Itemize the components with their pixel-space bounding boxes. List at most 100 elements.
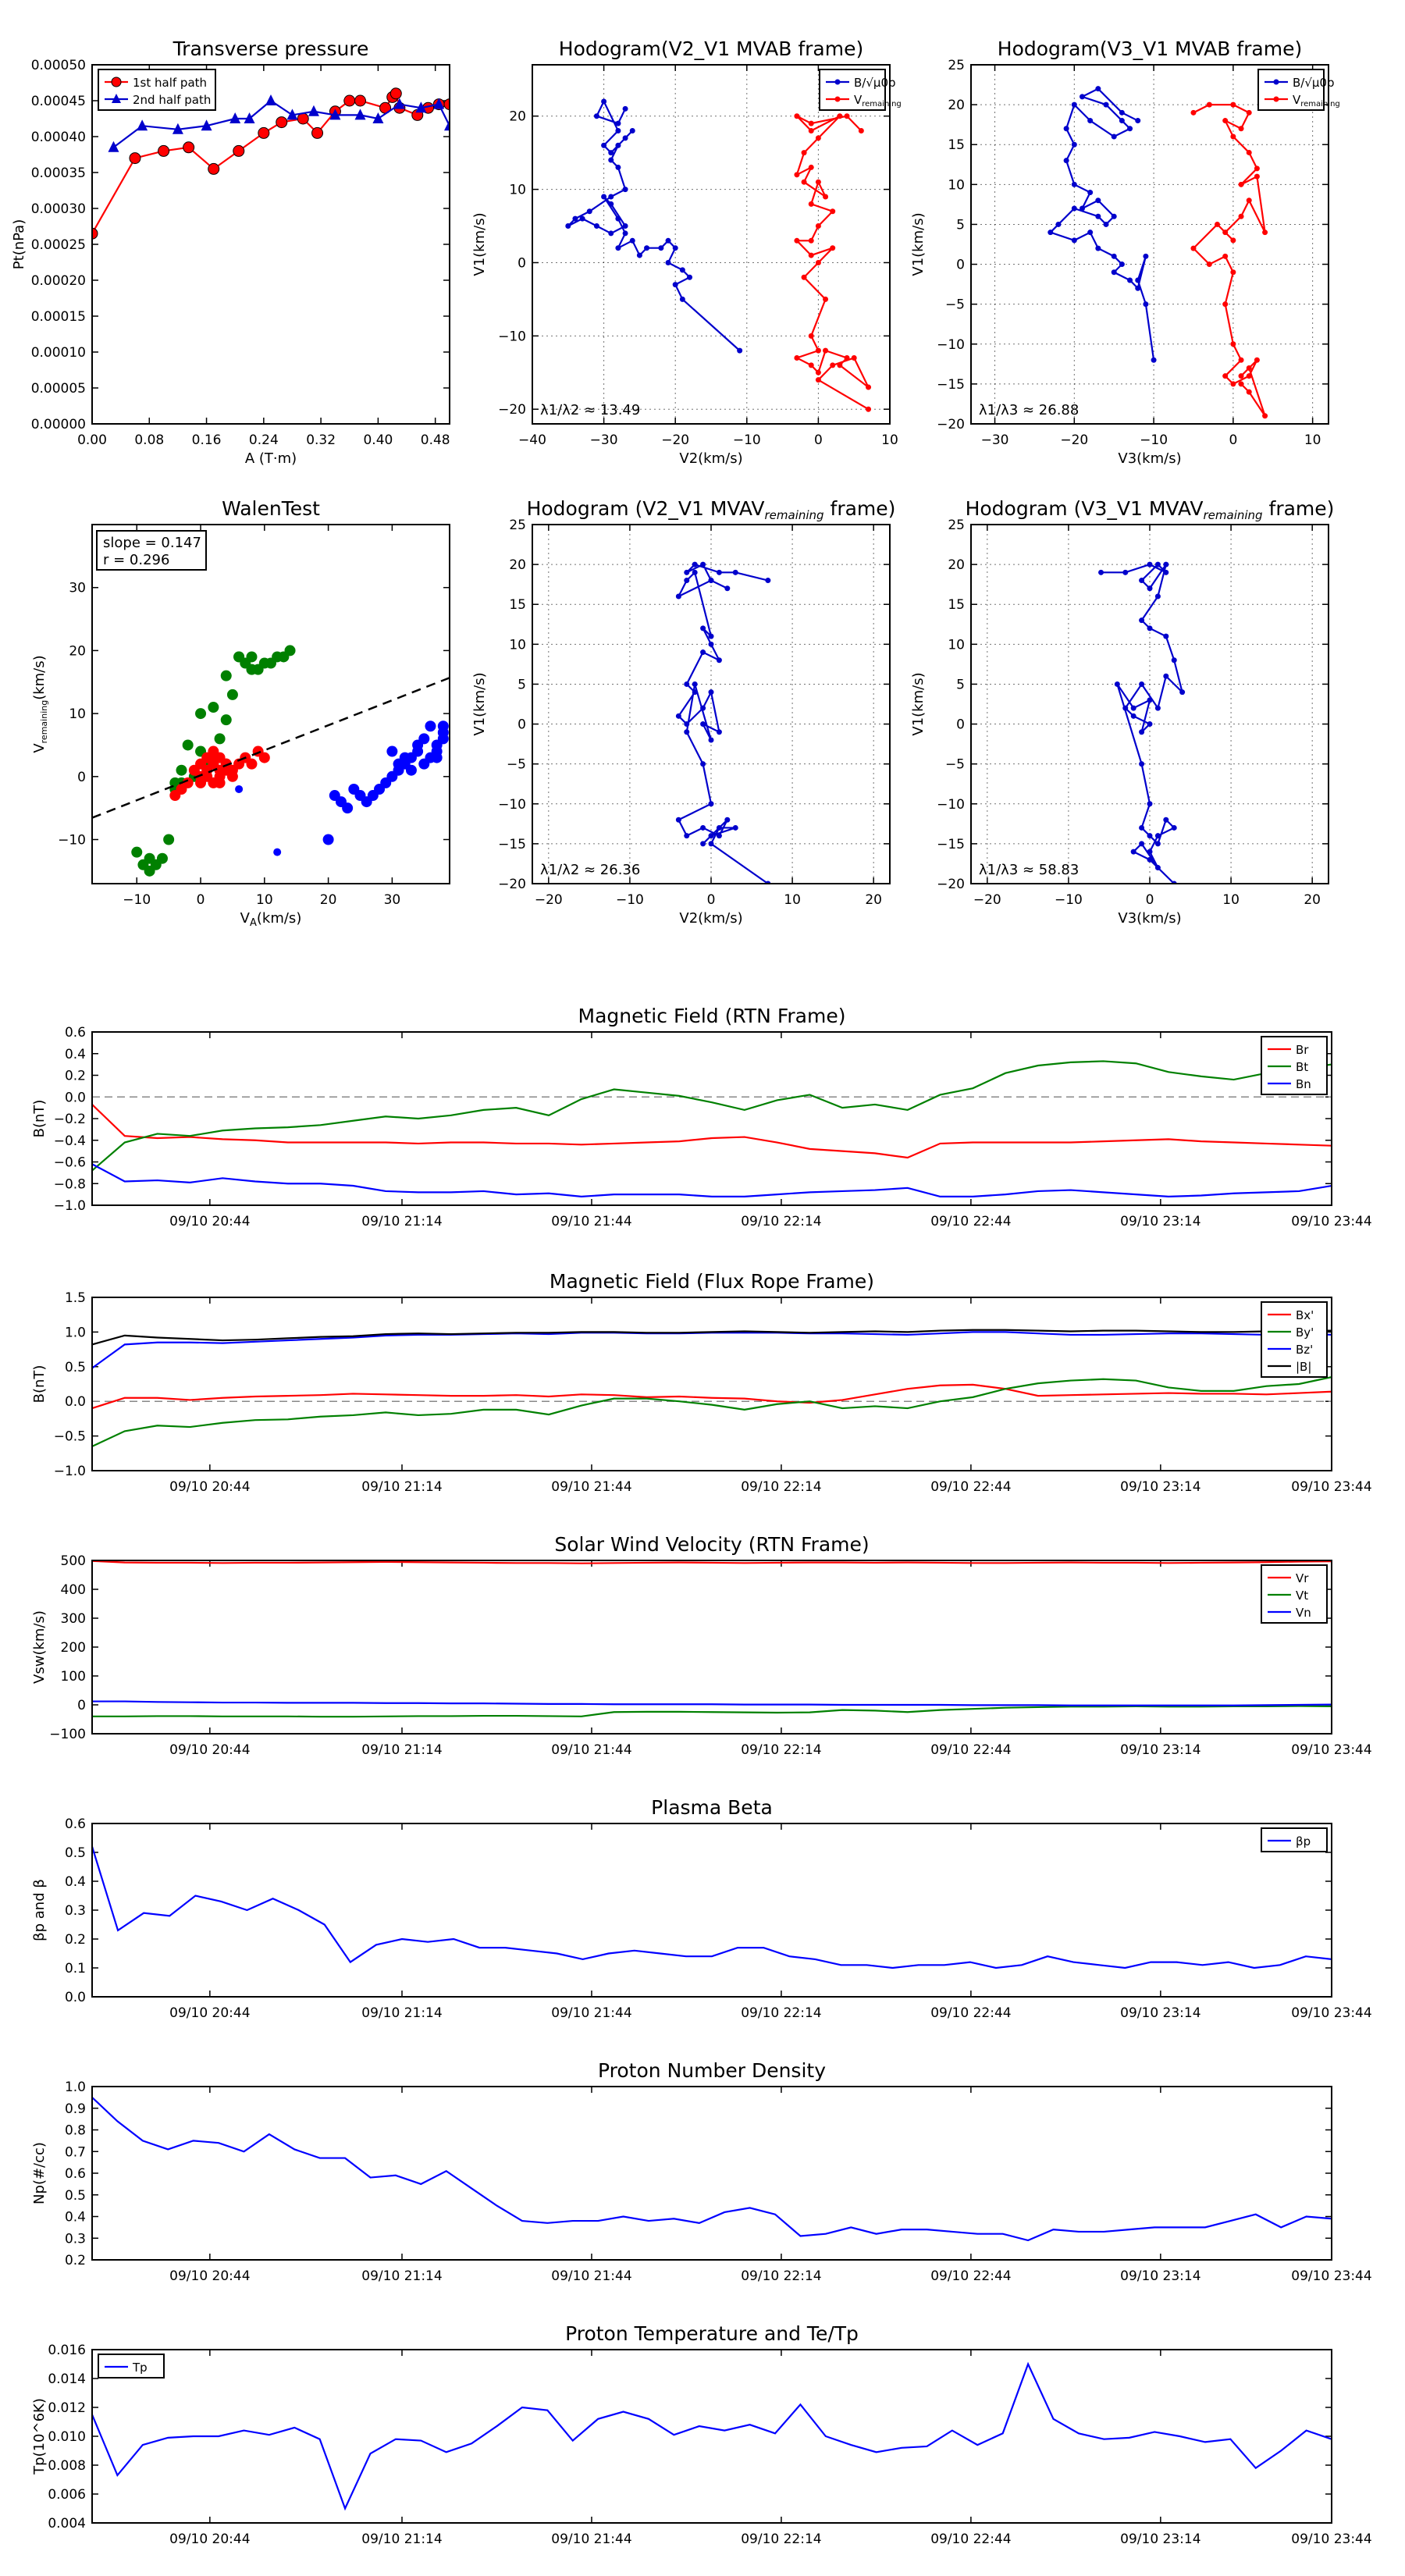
x-tick-label: 20 [865,892,882,908]
legend-marker [1273,79,1279,85]
x-tick-label: 09/10 23:14 [1120,1479,1200,1495]
data-point [1171,657,1177,664]
x-tick-label: 0 [197,892,205,908]
data-point [708,633,714,639]
x-tick-label: −20 [661,432,689,448]
data-point [794,237,800,244]
data-point [608,201,614,207]
chart-title: Hodogram (V3_V1 MVAVremaining frame) [966,497,1335,522]
legend-box [819,69,886,111]
plot-frame [91,64,450,425]
y-tick-label: 0.5 [65,1360,86,1375]
y-tick-label: 0.8 [65,2123,86,2139]
data-point [801,150,807,156]
data-point [724,585,731,592]
y-tick-label: 1.0 [65,2080,86,2095]
data-point [258,126,270,139]
x-tick-label: 09/10 23:44 [1291,1742,1371,1758]
plot-frame [970,64,1329,425]
data-point [1147,801,1153,807]
data-point [1063,126,1069,132]
chart-h3: Hodogram (V2_V1 MVAVremaining frame)−20−… [471,497,895,927]
data-point [1222,229,1229,236]
data-point [265,94,276,105]
data-point [1111,253,1117,259]
data-point [808,252,814,258]
scatter-point [393,764,404,776]
y-tick-label: 10 [948,177,965,193]
data-point [1179,689,1186,696]
y-axis-label: Vsw(km/s) [31,1610,48,1684]
data-point [830,208,836,215]
y-tick-label: 0.0 [65,1394,86,1410]
chart-title: Transverse pressure [173,37,369,60]
data-point [732,569,738,575]
data-point [1079,205,1085,212]
x-tick-label: −10 [616,892,644,908]
x-tick-label: 09/10 22:44 [930,2532,1011,2547]
data-point [692,689,698,696]
legend-label: Tp [132,2361,148,2375]
series-line [92,1060,1332,1172]
legend-label: Vr [1296,1571,1309,1585]
x-tick-label: 09/10 20:44 [169,2005,250,2021]
x-tick-label: −20 [973,892,1001,908]
data-point [815,377,821,383]
plot-area [92,2361,1332,2511]
chart-title: Hodogram(V2_V1 MVAB frame) [559,37,863,60]
x-tick-label: 09/10 20:44 [169,1214,250,1229]
scatter-point [431,739,443,751]
data-point [1071,181,1077,187]
y-tick-label: 0.1 [65,1961,86,1976]
y-tick-label: 0 [956,258,965,273]
y-tick-label: 25 [948,518,965,533]
data-point [343,94,356,107]
y-tick-label: 0.6 [65,1025,86,1041]
x-tick-label: −40 [518,432,546,448]
data-point [1147,833,1153,839]
data-point [1095,213,1101,219]
series-line [1101,563,1184,884]
data-point [1154,841,1161,847]
data-point [1238,357,1244,363]
data-point [684,833,690,839]
x-tick-label: 09/10 20:44 [169,1479,250,1495]
data-point [1130,849,1136,855]
y-tick-label: 0.0 [65,1990,86,2005]
x-tick-label: 09/10 20:44 [169,2268,250,2284]
data-point [708,841,714,847]
plot-area [675,561,771,884]
scatter-point [208,702,219,713]
y-tick-label: 0.012 [48,2400,86,2416]
y-tick-label: 0.6 [65,2166,86,2182]
data-point [1095,245,1101,251]
x-axis-label: VA(km/s) [240,910,302,929]
x-tick-label: −10 [733,432,761,448]
y-axis-label: V1(km/s) [910,672,927,735]
data-point [608,150,614,156]
legend-label: Bn [1296,1077,1311,1091]
data-point [629,237,635,244]
y-tick-label: 0.5 [65,2188,86,2204]
y-tick-label: 0.010 [48,2429,86,2445]
plot-frame [91,1823,1332,1998]
data-point [615,120,621,126]
data-point [1230,237,1236,244]
x-axis-label: V2(km/s) [679,910,742,927]
y-tick-label: −5 [945,297,965,313]
y-tick-label: 0.6 [65,1816,86,1832]
data-point [700,649,706,656]
data-point [1087,229,1094,236]
series-line [92,1700,1332,1706]
x-tick-label: 09/10 21:44 [551,1742,631,1758]
y-tick-label: 0.00035 [31,165,86,181]
y-tick-label: 0.2 [65,2253,86,2268]
x-tick-label: −20 [1060,432,1088,448]
legend-label: 1st half path [133,76,207,90]
x-tick-label: 09/10 23:14 [1120,2268,1200,2284]
y-tick-label: −10 [937,797,965,813]
plot-frame [91,2086,1332,2261]
data-point [608,230,614,237]
y-tick-label: 20 [509,557,526,573]
chart-title: WalenTest [222,497,320,520]
